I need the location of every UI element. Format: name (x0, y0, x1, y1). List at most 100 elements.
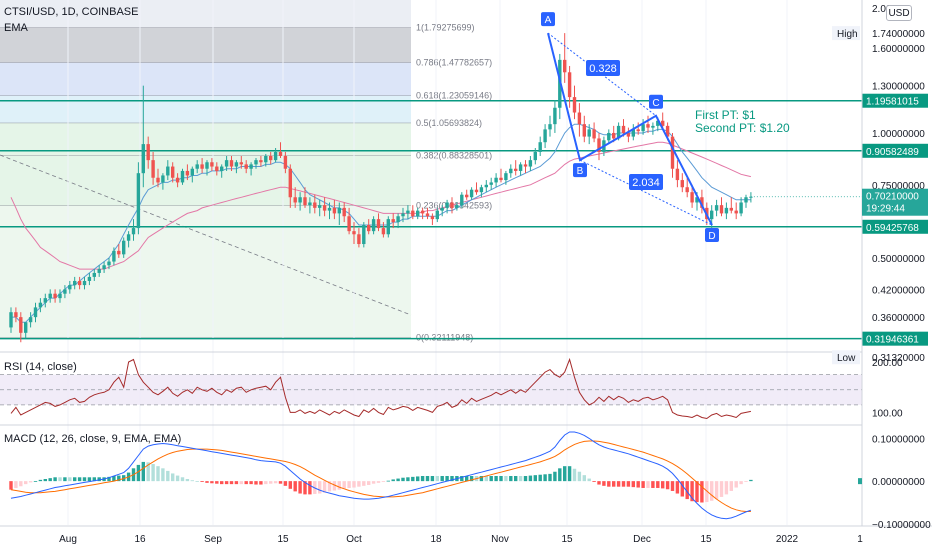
macd-histogram-bar (92, 477, 96, 482)
fib-label: 0.618(1.23059146) (416, 91, 492, 101)
macd-histogram-bar (425, 476, 430, 482)
candle-body (656, 120, 660, 126)
candle-body (278, 151, 283, 157)
candle-body (371, 219, 376, 232)
macd-histogram-bar (151, 464, 155, 482)
fib-zone (0, 95, 411, 123)
candle-body (161, 175, 165, 183)
ema-long-line (10, 141, 752, 270)
macd-histogram-bar (631, 481, 635, 488)
macd-histogram-bar (582, 475, 586, 482)
pattern-ratio-box (586, 60, 620, 76)
candle-body (469, 189, 474, 198)
macd-histogram-bar (450, 476, 454, 482)
macd-histogram-bar (479, 476, 484, 482)
candle-body (48, 293, 52, 299)
currency-button[interactable]: USD (886, 5, 912, 21)
candle-body (401, 213, 405, 217)
candle-body (33, 307, 38, 318)
macd-histogram-bar (661, 481, 665, 489)
high-value: 1.74000000 (872, 29, 925, 40)
macd-histogram-bar (435, 476, 439, 482)
candle-body (195, 164, 199, 169)
current-price-value: 0.70210000 (866, 192, 919, 203)
macd-histogram-bar (641, 481, 645, 488)
macd-histogram-bar (616, 481, 621, 487)
candle-body (460, 194, 464, 206)
time-tick-label: 16 (134, 534, 146, 545)
macd-histogram-bar (244, 481, 248, 485)
macd-histogram-bar (465, 476, 469, 482)
rsi-tick-label: 100.00 (872, 408, 903, 419)
macd-histogram-bar (440, 476, 444, 482)
macd-histogram-bar (376, 481, 381, 483)
candle-body (465, 194, 469, 198)
macd-histogram-bar (651, 481, 655, 488)
macd-histogram-bar (494, 476, 498, 482)
candle-body (729, 207, 733, 211)
candle-body (509, 168, 513, 174)
macd-histogram-bar (381, 481, 386, 482)
candle-body (92, 272, 96, 277)
macd-histogram-bar (401, 477, 405, 482)
macd-histogram-bar (190, 480, 194, 482)
macd-histogram-bar (48, 478, 52, 482)
candle-body (719, 205, 724, 214)
candle-body (626, 132, 631, 137)
candle-body (661, 120, 665, 126)
price-axis[interactable]: 2.00 1.60000000 1.30000000 1.00000000 0.7500… (750, 0, 931, 531)
macd-histogram-bar (82, 477, 87, 482)
candle-body (553, 107, 557, 125)
level-tag (862, 219, 928, 234)
candle-body (234, 162, 239, 167)
macd-histogram-bar (528, 475, 533, 482)
candle-body (587, 129, 591, 137)
macd-histogram-bar (646, 481, 650, 488)
level-tag (862, 143, 928, 158)
candle-body (220, 166, 224, 171)
candles (9, 33, 753, 343)
level-value: 1.19581015 (866, 97, 919, 108)
candle-body (636, 129, 640, 132)
macd-histogram-bar (396, 478, 400, 482)
candle-body (651, 125, 655, 128)
candle-body (685, 187, 689, 193)
price-tick-label: 0.42000000 (872, 285, 925, 296)
level-tag (862, 331, 928, 346)
candle-body (254, 160, 258, 165)
macd-histogram-bar (371, 481, 376, 484)
candle-body (117, 250, 121, 255)
macd-histogram-bar (680, 481, 684, 497)
candle-body (332, 207, 337, 214)
macd-histogram-bar (509, 476, 513, 482)
candle-body (425, 213, 430, 217)
macd-histogram-bar (239, 481, 243, 485)
candle-body (734, 210, 738, 214)
candle-body (136, 173, 141, 229)
candle-body (523, 164, 528, 167)
time-tick-label: 15 (277, 534, 289, 545)
macd-histogram-bar (224, 481, 229, 485)
candle-body (567, 72, 572, 98)
macd-histogram-bar (685, 481, 689, 500)
pattern-point-label: B (577, 166, 584, 177)
candle-body (107, 261, 111, 266)
macd-histogram-bar (592, 481, 596, 482)
candle-body (445, 202, 449, 208)
rsi-tick-label: 200.00 (872, 358, 903, 369)
time-axis[interactable]: Aug 16 Sep 15 Oct 18 Nov 15 Dec 15 2022 1 (59, 534, 863, 545)
macd-histogram-bar (626, 481, 631, 487)
candle-body (229, 160, 234, 167)
macd-histogram-bar (308, 481, 312, 495)
candle-body (665, 125, 670, 137)
candle-body (288, 168, 292, 198)
macd-histogram-bar (293, 481, 297, 492)
fib-zone (0, 62, 411, 96)
horizontal-levels[interactable]: 1.19581015 0.90582489 0.59425768 0.31946361 (0, 93, 928, 346)
candle-body (264, 156, 268, 163)
candle-body (112, 250, 116, 262)
target-annotation: Second PT: $1.20 (695, 121, 790, 135)
candle-body (494, 177, 498, 183)
